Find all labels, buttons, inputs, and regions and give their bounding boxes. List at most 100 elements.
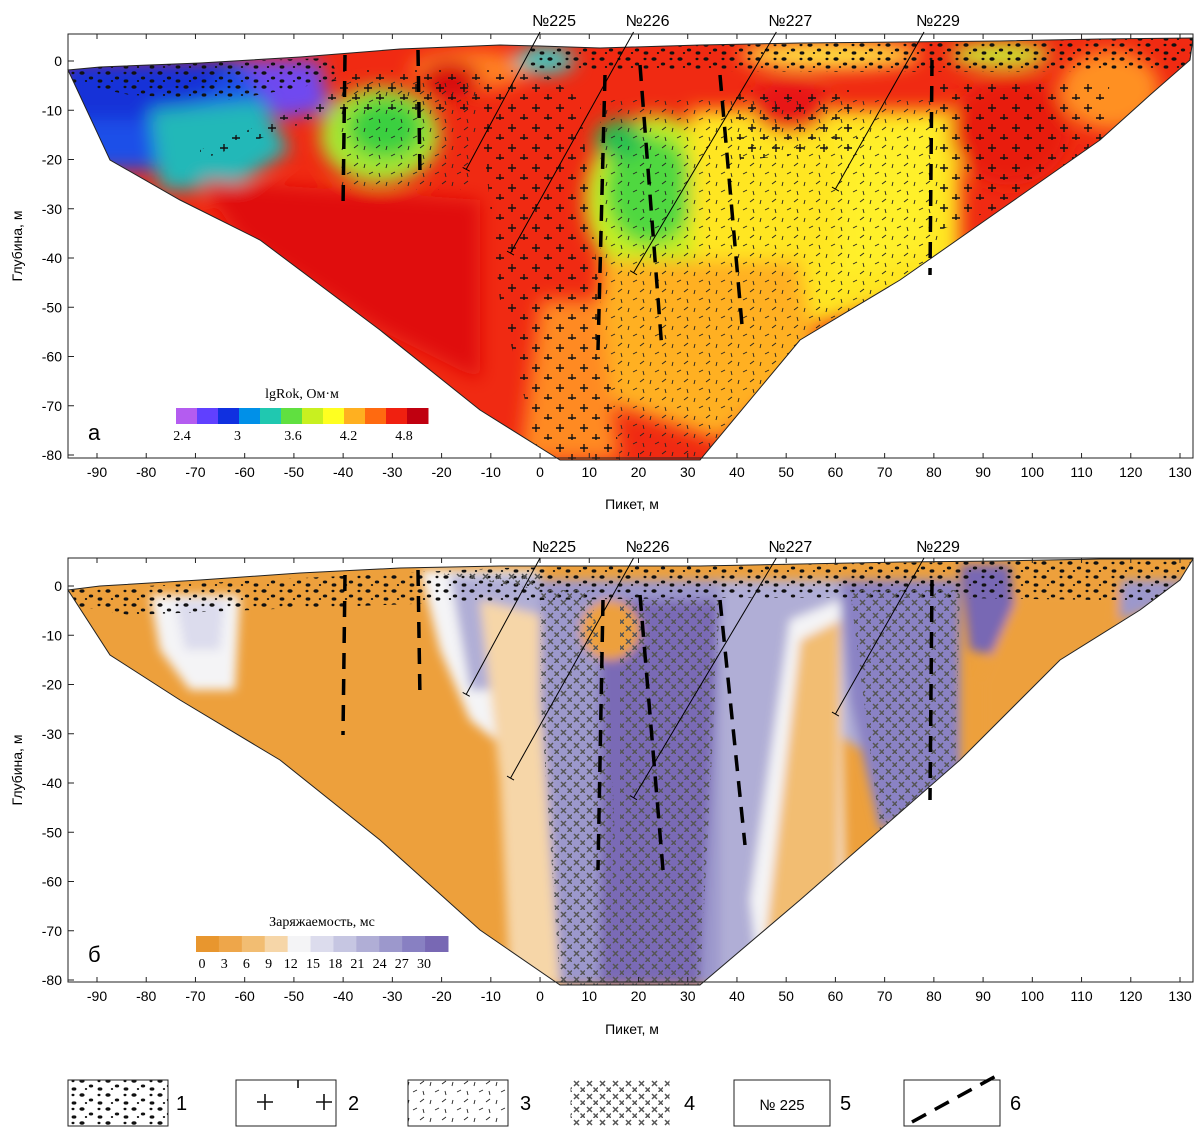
y-tick-label-a: -80: [42, 447, 62, 463]
legend-item-5: № 225 5: [733, 1079, 851, 1127]
x-tick-label-a: 90: [975, 464, 991, 480]
x-tick-label-b: 80: [926, 988, 942, 1004]
x-tick-label-b: 40: [729, 988, 745, 1004]
borehole-label: №229: [916, 13, 960, 30]
colorbar-tick-label: 24: [373, 957, 387, 972]
y-tick-label-a: -40: [42, 250, 62, 266]
borehole-line: [465, 557, 541, 695]
legend-item-2: 2: [235, 1079, 359, 1127]
colorbar-swatch: [241, 936, 266, 952]
x-tick-label-b: 100: [1021, 988, 1045, 1004]
y-tick-label-a: -30: [42, 201, 62, 217]
x-tick-label-b: 50: [778, 988, 794, 1004]
y-tick-label-b: -70: [42, 923, 62, 939]
colorbar-swatch: [365, 408, 387, 424]
x-tick-label-a: 50: [778, 464, 794, 480]
y-tick-label-b: -20: [42, 677, 62, 693]
x-tick-label-a: 60: [828, 464, 844, 480]
x-tick-label-b: -90: [87, 988, 107, 1004]
y-tick-label-a: -60: [42, 349, 62, 365]
borehole-end-tick: [462, 167, 470, 172]
legend-item-4: 4: [569, 1079, 695, 1127]
x-tick-label-a: -40: [333, 464, 353, 480]
colorbar-tick-label: 3: [221, 957, 228, 972]
colorbar-swatch: [386, 408, 408, 424]
colorbar-title: lgRok, Ом·м: [265, 387, 339, 402]
crosshatch-icon: [569, 1079, 671, 1127]
x-tick-label-a: 100: [1021, 464, 1045, 480]
legend-item-6: 6: [903, 1074, 1021, 1127]
colorbar-swatch: [425, 936, 449, 952]
colorbar-tick-label: 30: [417, 957, 431, 972]
y-tick-label-b: -60: [42, 874, 62, 890]
colorbar-swatch: [323, 408, 345, 424]
colorbar-chargeability: Заряжаемость, мс 0 3 6 9 12 15 18 21 24 27 30: [196, 915, 449, 972]
colorbar-swatch: [218, 936, 243, 952]
borehole-label: №226: [626, 539, 670, 556]
colorbar-swatch: [333, 936, 357, 952]
colorbar-swatch: [218, 408, 240, 424]
x-tick-label-a: -30: [382, 464, 402, 480]
colorbar-tick-label: 4.8: [395, 429, 413, 444]
colorbar-swatch: [302, 408, 324, 424]
y-tick-label-b: 0: [54, 578, 62, 594]
x-tick-label-b: -80: [136, 988, 156, 1004]
colorbar-swatch: [344, 408, 366, 424]
panel-chargeability-section: -90 -80 -70 -60 -50 -40 -30 -20 -10 0 10 20 30 40 50 60…: [9, 539, 1194, 1037]
legend-item-1: 1: [67, 1079, 187, 1127]
pebbles-icon: [67, 1079, 169, 1127]
x-tick-label-b: -70: [185, 988, 205, 1004]
colorbar-tick-label: 0: [199, 957, 206, 972]
x-tick-label-a: 130: [1168, 464, 1192, 480]
colorbar-swatch: [260, 408, 282, 424]
borehole-label: №227: [768, 539, 812, 556]
colorbar-swatch: [287, 936, 312, 952]
borehole-label: №227: [768, 13, 812, 30]
y-tick-label-a: -10: [42, 102, 62, 118]
y-tick-label-b: -30: [42, 726, 62, 742]
y-tick-label-a: 0: [54, 53, 62, 69]
colorbar-tick-label: 9: [265, 957, 272, 972]
x-tick-label-a: 110: [1070, 464, 1093, 480]
borehole-end-tick: [629, 795, 638, 801]
x-tick-label-b: -40: [333, 988, 353, 1004]
x-tick-label-a: -90: [87, 464, 107, 480]
x-tick-label-a: 40: [729, 464, 745, 480]
colorbar-swatch: [281, 408, 303, 424]
x-axis-label-a: Пикет, м: [605, 496, 659, 512]
legend: 1 2 3 4 № 225 5 6: [67, 1074, 1021, 1127]
borehole-line: [510, 557, 635, 779]
x-tick-label-b: 30: [680, 988, 696, 1004]
colorbar-swatch: [356, 936, 380, 952]
borehole-label: №229: [916, 539, 960, 556]
colorbar-swatch: [197, 408, 219, 424]
x-tick-label-a: 0: [536, 464, 544, 480]
colorbar-tick-label: 3: [234, 429, 241, 444]
borehole-end-tick: [831, 186, 840, 192]
legend-number-3: 3: [520, 1093, 531, 1115]
panel-letter-b: б: [88, 942, 101, 967]
borehole-line: [633, 557, 777, 799]
panel-letter-a: а: [88, 420, 101, 445]
legend-box-text-5: № 225: [759, 1097, 804, 1114]
x-tick-label-a: 70: [877, 464, 893, 480]
x-tick-label-a: 20: [631, 464, 647, 480]
colorbar-swatch: [379, 936, 403, 952]
borehole-end-tick: [629, 270, 638, 276]
legend-number-6: 6: [1010, 1093, 1021, 1115]
y-tick-label-a: -50: [42, 299, 62, 315]
x-tick-label-a: 30: [680, 464, 696, 480]
colorbar-swatch: [196, 936, 220, 952]
y-axis-label-a: Глубина, м: [9, 211, 25, 282]
legend-number-5: 5: [840, 1093, 851, 1115]
y-tick-label-b: -80: [42, 972, 62, 988]
colorbar-tick-label: 4.2: [340, 429, 358, 444]
colorbar-swatch: [239, 408, 261, 424]
x-tick-label-a: -80: [136, 464, 156, 480]
x-tick-label-a: -50: [284, 464, 304, 480]
borehole-label: №225: [532, 13, 576, 30]
x-tick-label-b: -10: [481, 988, 501, 1004]
x-tick-label-b: 70: [877, 988, 893, 1004]
colorbar-resistivity: lgRok, Ом·м 2.4 3 3.6 4.2 4.8: [173, 387, 429, 444]
